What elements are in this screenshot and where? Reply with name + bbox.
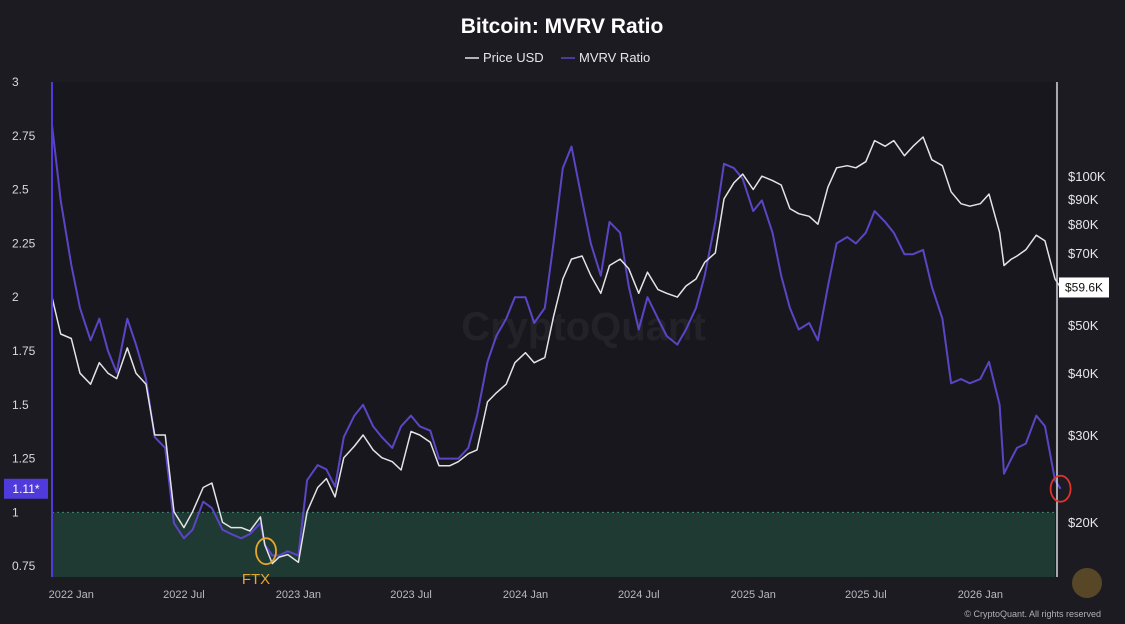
- right-tick-label: $50K: [1068, 318, 1099, 333]
- left-tick-label: 2.25: [12, 236, 36, 250]
- series-layer: [51, 124, 1062, 565]
- x-tick-label: 2023 Jul: [390, 589, 432, 601]
- plot-background: [52, 82, 1055, 577]
- copyright-credit: © CryptoQuant. All rights reserved: [964, 609, 1101, 619]
- axis-layer: 0.75 1 1.25 1.5 1.75 2 2.25 2.5 2.75 3 $20K $30K $40…: [4, 75, 1109, 601]
- left-tick-label: 1.75: [12, 344, 36, 358]
- x-tick-label: 2022 Jan: [49, 589, 94, 601]
- left-tick-label: 1.25: [12, 452, 36, 466]
- highlight-band-layer: [52, 511, 1055, 577]
- current-price-value: $59.6K: [1065, 280, 1103, 294]
- right-tick-label: $20K: [1068, 515, 1099, 530]
- left-tick-label: 1: [12, 505, 19, 519]
- chart-title: Bitcoin: MVRV Ratio: [461, 15, 664, 38]
- watermark: CryptoQuant: [461, 305, 705, 349]
- x-tick-label: 2024 Jan: [503, 589, 548, 601]
- left-tick-label: 0.75: [12, 559, 36, 573]
- ftx-marker-circle: [255, 537, 277, 566]
- left-tick-label: 2.5: [12, 183, 29, 197]
- x-tick-label: 2025 Jan: [731, 589, 776, 601]
- left-tick-label: 3: [12, 75, 19, 89]
- below-one-zone: [52, 512, 1055, 577]
- legend-entry-mvrv: MVRV Ratio: [579, 50, 650, 65]
- right-tick-label: $80K: [1068, 217, 1099, 232]
- left-tick-label: 1.5: [12, 398, 29, 412]
- legend-entry-price: Price USD: [483, 50, 544, 65]
- x-tick-label: 2023 Jan: [276, 589, 321, 601]
- right-tick-label: $30K: [1068, 428, 1099, 443]
- right-tick-label: $90K: [1068, 192, 1099, 207]
- left-tick-label: 2: [12, 290, 19, 304]
- series-line-price: [51, 136, 1062, 565]
- annotation-layer: FTX: [242, 474, 1072, 588]
- right-tick-label: $100K: [1068, 169, 1106, 184]
- series-line-mvrv: [51, 124, 1062, 557]
- current-price-badge: [1059, 277, 1109, 298]
- x-tick-label: 2025 Jul: [845, 589, 887, 601]
- logo-icon: [1072, 568, 1102, 598]
- left-tick-label: 2.75: [12, 129, 36, 143]
- x-tick-label: 2024 Jul: [618, 589, 660, 601]
- right-tick-label: $40K: [1068, 366, 1099, 381]
- current-mvrv-value: 1.11*: [12, 482, 39, 496]
- x-tick-label: 2026 Jan: [958, 589, 1003, 601]
- current-marker-circle: [1049, 474, 1072, 503]
- x-tick-label: 2022 Jul: [163, 589, 205, 601]
- current-mvrv-badge: [4, 478, 48, 499]
- right-tick-label: $70K: [1068, 246, 1099, 261]
- legend: Price USD MVRV Ratio: [465, 50, 650, 65]
- ftx-annotation-label: FTX: [242, 571, 270, 588]
- credit-logo: [1072, 568, 1102, 598]
